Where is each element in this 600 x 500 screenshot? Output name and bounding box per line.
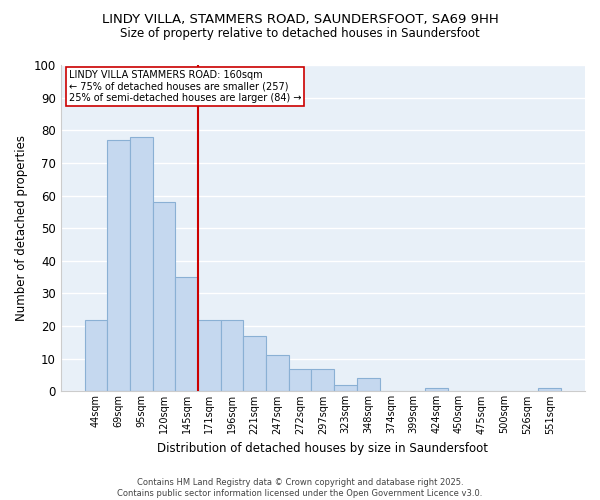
Text: LINDY VILLA STAMMERS ROAD: 160sqm
← 75% of detached houses are smaller (257)
25%: LINDY VILLA STAMMERS ROAD: 160sqm ← 75% …: [68, 70, 301, 103]
Text: Contains HM Land Registry data © Crown copyright and database right 2025.
Contai: Contains HM Land Registry data © Crown c…: [118, 478, 482, 498]
Bar: [266, 356, 289, 392]
Bar: [130, 137, 152, 392]
Text: LINDY VILLA, STAMMERS ROAD, SAUNDERSFOOT, SA69 9HH: LINDY VILLA, STAMMERS ROAD, SAUNDERSFOOT…: [101, 12, 499, 26]
Bar: [425, 388, 448, 392]
Bar: [334, 385, 357, 392]
Bar: [357, 378, 380, 392]
Bar: [175, 277, 198, 392]
Bar: [244, 336, 266, 392]
Bar: [289, 368, 311, 392]
Bar: [538, 388, 561, 392]
Bar: [152, 202, 175, 392]
Text: Size of property relative to detached houses in Saundersfoot: Size of property relative to detached ho…: [120, 28, 480, 40]
Bar: [311, 368, 334, 392]
Bar: [85, 320, 107, 392]
X-axis label: Distribution of detached houses by size in Saundersfoot: Distribution of detached houses by size …: [157, 442, 488, 455]
Bar: [221, 320, 244, 392]
Bar: [198, 320, 221, 392]
Y-axis label: Number of detached properties: Number of detached properties: [15, 135, 28, 321]
Bar: [107, 140, 130, 392]
